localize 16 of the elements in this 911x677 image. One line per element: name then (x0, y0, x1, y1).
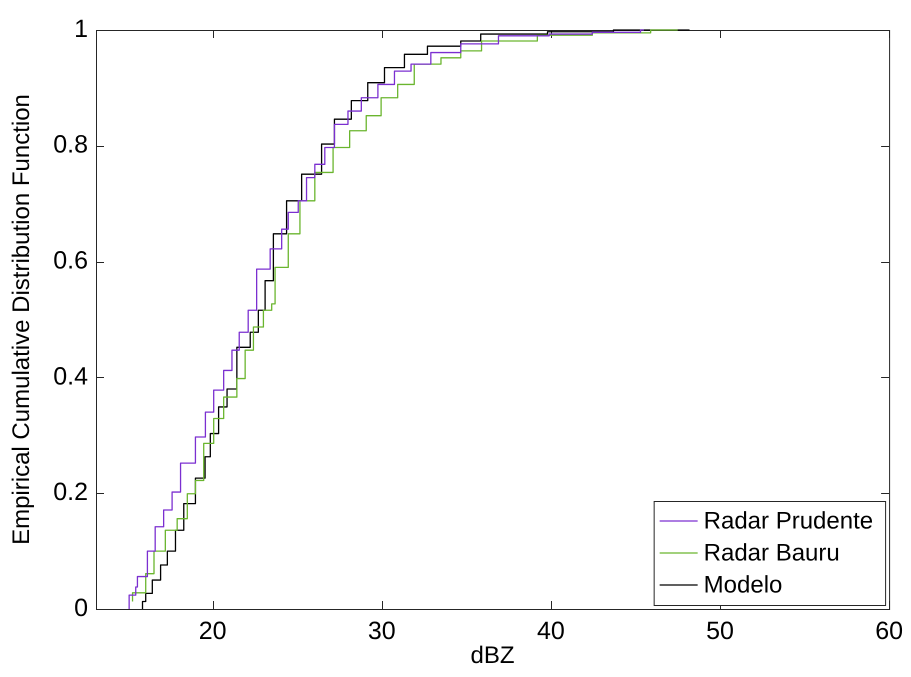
x-tick-label: 50 (706, 616, 734, 645)
x-axis-title: dBZ (470, 642, 515, 670)
y-tick-label: 1 (74, 14, 88, 43)
x-tick-label: 40 (536, 616, 565, 645)
x-tick-label: 60 (875, 616, 903, 645)
y-tick-label: 0.8 (53, 130, 88, 159)
y-axis-title: Empirical Cumulative Distribution Function (8, 94, 36, 545)
y-tick-label: 0.2 (53, 478, 88, 506)
x-tick-label: 20 (198, 616, 227, 645)
y-tick-label: 0 (74, 594, 88, 622)
y-tick-label: 0.4 (53, 362, 88, 390)
legend-label: Radar Prudente (704, 508, 874, 535)
legend-label: Modelo (704, 572, 782, 599)
x-tick-label: 30 (368, 616, 396, 645)
legend-label: Radar Bauru (704, 540, 840, 567)
y-tick-label: 0.6 (53, 246, 88, 274)
